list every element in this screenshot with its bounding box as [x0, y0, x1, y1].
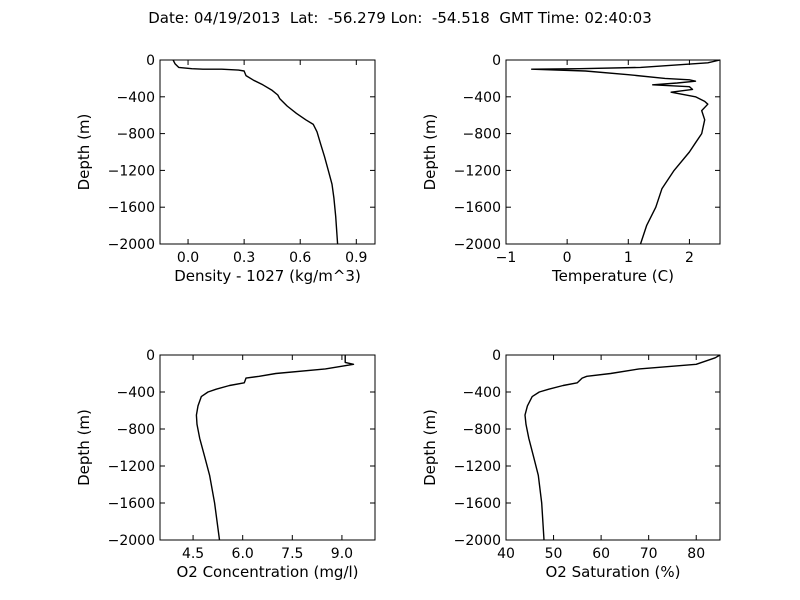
y-tick-label: −400 — [117, 90, 155, 106]
subplot-o2-concentration: 0 −400 −800 −1200 −1600 −2000 4.5 6.0 7.5 9.0O2 C… — [75, 348, 376, 581]
axes-frame — [505, 59, 721, 245]
data-line — [172, 59, 339, 245]
y-tick-label: −400 — [463, 385, 501, 401]
x-axis-label: O2 Saturation (%) — [545, 563, 680, 581]
y-tick-label: −2000 — [108, 237, 155, 253]
y-tick-label: −1600 — [108, 200, 155, 216]
axes-frame — [159, 354, 376, 541]
x-tick-label: −1 — [496, 250, 517, 266]
x-tick-label: 1 — [624, 250, 633, 266]
y-tick-label: 0 — [492, 53, 501, 69]
y-tick-label: −1200 — [454, 163, 501, 179]
figure-title: Date: 04/19/2013 Lat: -56.279 Lon: -54.5… — [148, 9, 652, 27]
x-tick-label: 2 — [685, 250, 694, 266]
y-tick-label: 0 — [146, 348, 155, 364]
x-tick-label: 50 — [545, 546, 563, 562]
subplot-density: 0 −400 −800 −1200 −1600 −2000 0.0 0.3 0.6 0.9Dens… — [75, 53, 376, 285]
y-tick-label: −800 — [463, 422, 501, 438]
y-tick-label: 0 — [492, 348, 501, 364]
y-tick-label: −2000 — [454, 237, 501, 253]
y-tick-label: −2000 — [108, 533, 155, 549]
x-axis-label: O2 Concentration (mg/l) — [176, 563, 358, 581]
y-axis-label: Depth (m) — [75, 409, 93, 486]
x-tick-label: 0.3 — [233, 250, 255, 266]
x-tick-label: 4.5 — [182, 546, 204, 562]
x-tick-label: 6.0 — [232, 546, 254, 562]
x-tick-label: 60 — [592, 546, 610, 562]
y-tick-label: −1600 — [454, 200, 501, 216]
x-tick-label: 0.9 — [345, 250, 367, 266]
data-line — [531, 59, 721, 245]
y-tick-label: −1200 — [454, 459, 501, 475]
y-tick-label: −800 — [463, 127, 501, 143]
x-tick-label: 40 — [497, 546, 515, 562]
y-axis-label: Depth (m) — [421, 114, 439, 191]
y-tick-label: −1200 — [108, 163, 155, 179]
data-line — [195, 355, 355, 541]
x-tick-label: 0 — [563, 250, 572, 266]
x-tick-label: 0.0 — [177, 250, 199, 266]
y-tick-label: −800 — [117, 127, 155, 143]
y-tick-label: 0 — [146, 53, 155, 69]
x-axis-label: Temperature (C) — [551, 267, 674, 285]
axes-frame — [505, 354, 721, 541]
y-tick-label: −2000 — [454, 533, 501, 549]
y-tick-label: −400 — [117, 385, 155, 401]
y-tick-label: −1600 — [454, 496, 501, 512]
y-tick-label: −400 — [463, 90, 501, 106]
x-tick-label: 0.6 — [289, 250, 311, 266]
x-axis-label: Density - 1027 (kg/m^3) — [174, 267, 361, 285]
x-tick-label: 70 — [640, 546, 658, 562]
y-tick-label: −1200 — [108, 459, 155, 475]
x-tick-label: 7.5 — [281, 546, 303, 562]
y-axis-label: Depth (m) — [421, 409, 439, 486]
data-line — [524, 354, 721, 541]
y-axis-label: Depth (m) — [75, 114, 93, 191]
x-tick-label: 9.0 — [331, 546, 353, 562]
subplot-temperature: 0 −400 −800 −1200 −1600 −2000−1 0 1 2 Temperature… — [421, 53, 721, 285]
y-tick-label: −800 — [117, 422, 155, 438]
axes-frame — [159, 59, 376, 245]
y-tick-label: −1600 — [108, 496, 155, 512]
x-tick-label: 80 — [687, 546, 705, 562]
